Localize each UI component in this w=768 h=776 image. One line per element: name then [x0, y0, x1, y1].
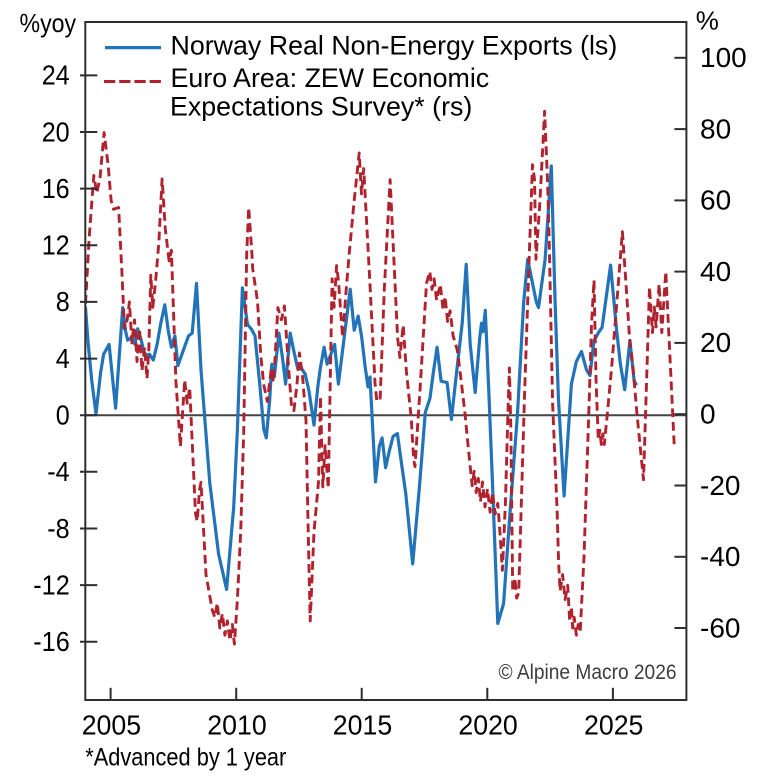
- svg-text:16: 16: [42, 173, 70, 204]
- svg-text:40: 40: [700, 256, 731, 287]
- svg-text:*Advanced by 1 year: *Advanced by 1 year: [85, 744, 286, 772]
- svg-text:0: 0: [700, 399, 716, 430]
- svg-text:-12: -12: [33, 569, 69, 600]
- svg-text:24: 24: [42, 60, 70, 91]
- svg-text:60: 60: [700, 185, 731, 216]
- svg-text:-8: -8: [47, 513, 69, 544]
- svg-text:-4: -4: [47, 456, 69, 487]
- svg-text:Expectations Survey* (rs): Expectations Survey* (rs): [170, 92, 472, 122]
- svg-text:100: 100: [700, 42, 747, 73]
- svg-text:80: 80: [700, 113, 731, 144]
- svg-text:4: 4: [56, 343, 70, 374]
- svg-text:Euro Area: ZEW Economic: Euro Area: ZEW Economic: [171, 63, 490, 93]
- svg-text:2025: 2025: [584, 710, 643, 741]
- svg-text:%yoy: %yoy: [20, 8, 77, 38]
- svg-text:0: 0: [56, 400, 70, 431]
- svg-text:2015: 2015: [333, 710, 392, 741]
- svg-text:2005: 2005: [82, 710, 141, 741]
- svg-text:-60: -60: [700, 612, 740, 643]
- svg-text:-40: -40: [700, 541, 740, 572]
- svg-text:12: 12: [42, 230, 70, 261]
- svg-text:Norway Real Non-Energy Exports: Norway Real Non-Energy Exports (ls): [171, 30, 618, 60]
- svg-text:%: %: [696, 6, 719, 36]
- svg-text:-20: -20: [700, 470, 740, 501]
- svg-text:8: 8: [56, 286, 70, 317]
- svg-text:-16: -16: [33, 626, 69, 657]
- svg-text:20: 20: [700, 327, 731, 358]
- svg-text:2010: 2010: [207, 710, 266, 741]
- svg-text:20: 20: [42, 116, 70, 147]
- svg-text:© Alpine Macro 2026: © Alpine Macro 2026: [499, 661, 677, 684]
- svg-text:2020: 2020: [458, 710, 517, 741]
